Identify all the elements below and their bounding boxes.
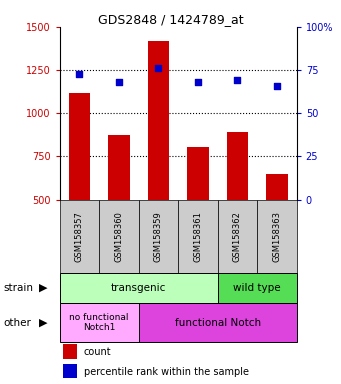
Bar xyxy=(266,174,288,200)
Bar xyxy=(60,273,218,303)
Point xyxy=(274,83,280,89)
Text: GSM158361: GSM158361 xyxy=(193,211,203,262)
Bar xyxy=(99,200,139,273)
Bar xyxy=(63,364,77,378)
Text: ▶: ▶ xyxy=(39,318,48,328)
Point xyxy=(77,70,82,76)
Text: wild type: wild type xyxy=(233,283,281,293)
Text: functional Notch: functional Notch xyxy=(175,318,261,328)
Bar xyxy=(139,200,178,273)
Bar xyxy=(148,41,169,200)
Text: strain: strain xyxy=(3,283,33,293)
Bar xyxy=(187,147,209,200)
Bar xyxy=(257,200,297,273)
Point xyxy=(156,65,161,71)
Text: GSM158357: GSM158357 xyxy=(75,211,84,262)
Text: GDS2848 / 1424789_at: GDS2848 / 1424789_at xyxy=(98,13,243,26)
Bar xyxy=(218,273,297,303)
Bar xyxy=(60,303,139,342)
Text: ▶: ▶ xyxy=(39,283,48,293)
Text: count: count xyxy=(84,347,111,357)
Bar xyxy=(69,93,90,200)
Bar xyxy=(218,200,257,273)
Bar xyxy=(226,132,248,200)
Point xyxy=(116,79,122,85)
Text: GSM158360: GSM158360 xyxy=(115,211,123,262)
Text: GSM158363: GSM158363 xyxy=(272,211,281,262)
Point xyxy=(195,79,201,85)
Bar xyxy=(60,200,99,273)
Text: other: other xyxy=(3,318,31,328)
Point xyxy=(235,78,240,84)
Text: no functional
Notch1: no functional Notch1 xyxy=(70,313,129,332)
Text: GSM158359: GSM158359 xyxy=(154,211,163,262)
Bar xyxy=(139,303,297,342)
Text: GSM158362: GSM158362 xyxy=(233,211,242,262)
Bar xyxy=(178,200,218,273)
Text: transgenic: transgenic xyxy=(111,283,166,293)
Text: percentile rank within the sample: percentile rank within the sample xyxy=(84,367,249,377)
Bar xyxy=(108,135,130,200)
Bar xyxy=(63,344,77,359)
